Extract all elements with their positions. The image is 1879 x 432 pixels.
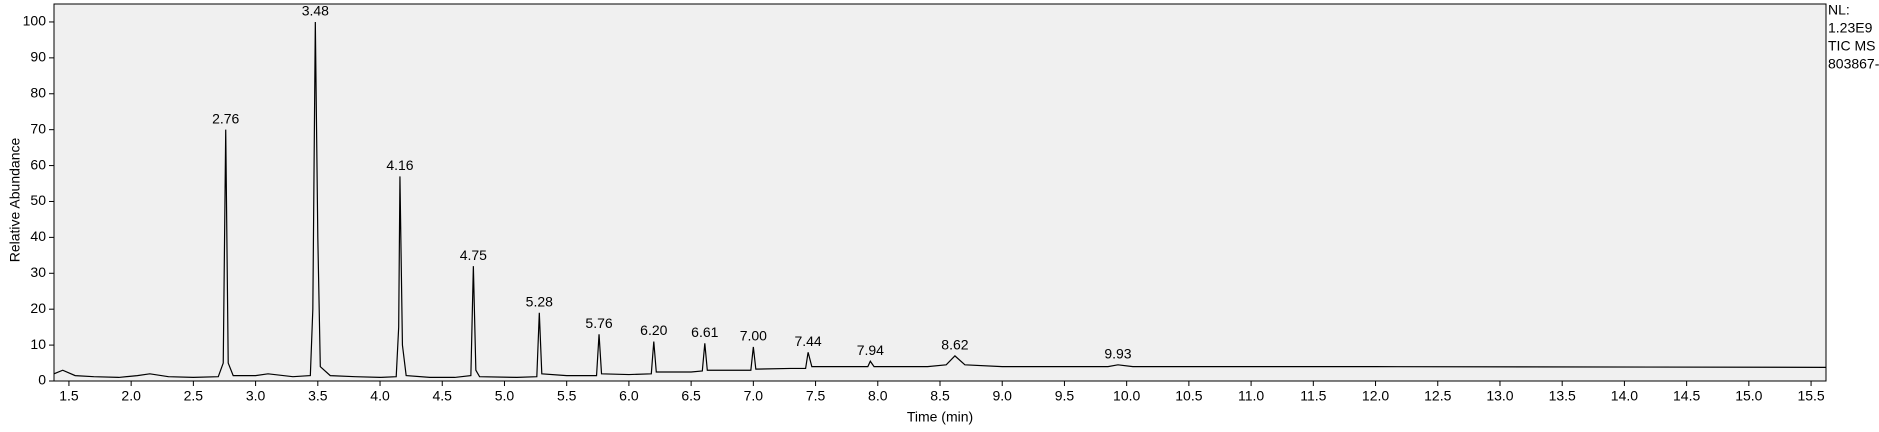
x-tick-label: 13.5 <box>1549 388 1576 404</box>
plot-area <box>53 3 1827 382</box>
x-tick-label: 14.5 <box>1673 388 1700 404</box>
y-tick-label: 100 <box>23 13 47 29</box>
y-tick-label: 90 <box>30 49 46 65</box>
x-tick-label: 15.5 <box>1797 388 1824 404</box>
peak-label: 8.62 <box>941 337 968 353</box>
x-tick-label: 5.5 <box>557 388 577 404</box>
x-tick-label: 6.5 <box>681 388 701 404</box>
y-tick-label: 60 <box>30 156 46 172</box>
y-tick-label: 40 <box>30 228 46 244</box>
x-tick-label: 10.5 <box>1175 388 1202 404</box>
y-tick-label: 50 <box>30 192 46 208</box>
peak-label: 4.75 <box>460 247 487 263</box>
side-note: 1.23E9 <box>1828 20 1873 36</box>
x-tick-label: 8.0 <box>868 388 888 404</box>
x-tick-label: 5.0 <box>495 388 515 404</box>
x-tick-label: 2.0 <box>121 388 141 404</box>
x-tick-label: 4.0 <box>370 388 390 404</box>
x-tick-label: 1.5 <box>59 388 79 404</box>
x-tick-label: 9.0 <box>992 388 1012 404</box>
x-tick-label: 8.5 <box>930 388 950 404</box>
peak-label: 9.93 <box>1104 346 1131 362</box>
x-tick-label: 12.0 <box>1362 388 1389 404</box>
peak-label: 5.28 <box>526 293 553 309</box>
x-tick-label: 15.0 <box>1735 388 1762 404</box>
side-note: NL: <box>1828 2 1850 18</box>
y-tick-label: 30 <box>30 264 46 280</box>
peak-label: 7.94 <box>857 342 884 358</box>
x-tick-label: 11.0 <box>1238 388 1264 404</box>
peak-label: 6.61 <box>691 324 718 340</box>
x-tick-label: 12.5 <box>1424 388 1451 404</box>
x-tick-label: 6.0 <box>619 388 639 404</box>
x-tick-label: 2.5 <box>184 388 204 404</box>
trace <box>53 21 1827 379</box>
y-tick-label: 0 <box>38 372 46 388</box>
x-tick-label: 3.5 <box>308 388 328 404</box>
peak-label: 3.48 <box>302 3 329 19</box>
peak-label: 7.00 <box>740 328 767 344</box>
peak-label: 7.44 <box>794 333 821 349</box>
x-tick-label: 3.0 <box>246 388 266 404</box>
y-tick-label: 70 <box>30 120 46 136</box>
x-tick-label: 7.5 <box>806 388 826 404</box>
y-tick-label: 10 <box>30 336 46 352</box>
y-axis-label: Relative Abundance <box>7 138 23 263</box>
side-note: TIC MS <box>1828 38 1875 54</box>
x-tick-label: 14.0 <box>1611 388 1638 404</box>
side-note: 803867- <box>1828 56 1879 72</box>
x-tick-label: 7.0 <box>744 388 764 404</box>
peak-label: 2.76 <box>212 110 239 126</box>
peak-label: 4.16 <box>386 157 413 173</box>
y-tick-label: 20 <box>30 300 46 316</box>
x-tick-label: 13.0 <box>1486 388 1513 404</box>
y-tick-label: 80 <box>30 84 46 100</box>
x-axis-label: Time (min) <box>907 409 973 425</box>
x-tick-label: 9.5 <box>1055 388 1075 404</box>
x-tick-label: 4.5 <box>433 388 453 404</box>
x-tick-label: 10.0 <box>1113 388 1140 404</box>
x-tick-label: 11.5 <box>1300 388 1326 404</box>
peak-label: 5.76 <box>585 315 612 331</box>
peak-label: 6.20 <box>640 322 667 338</box>
